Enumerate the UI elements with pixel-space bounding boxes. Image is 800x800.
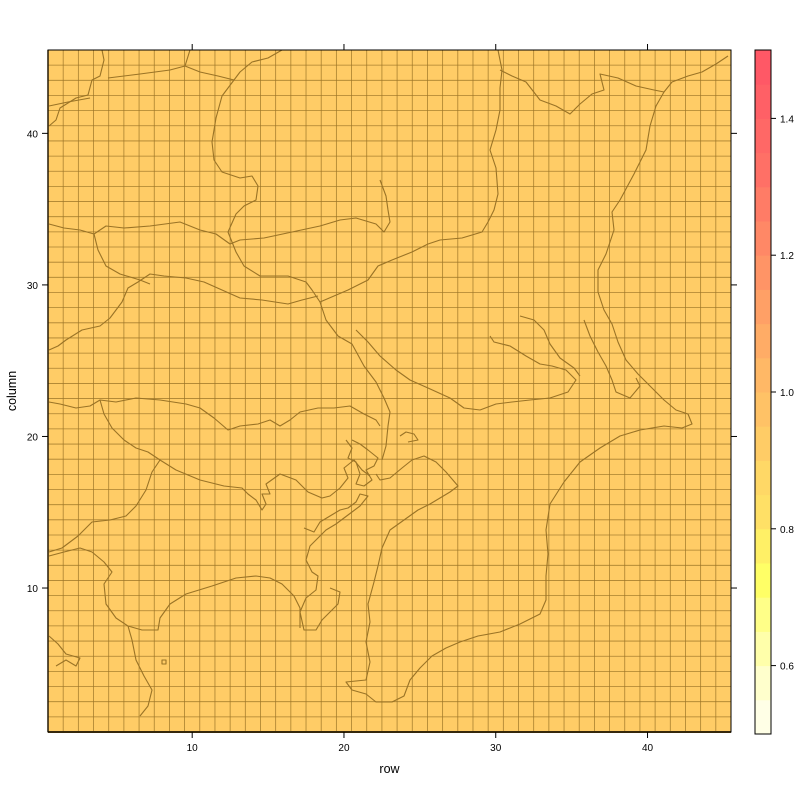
y-axis-label: column xyxy=(5,371,19,411)
colorbar-tick-label: 0.6 xyxy=(780,662,794,673)
colorbar-swatch xyxy=(755,665,771,701)
colorbar-swatch xyxy=(755,460,771,496)
boundary-line xyxy=(345,413,693,703)
plot-frame xyxy=(47,49,732,733)
boundary-line xyxy=(583,319,641,399)
boundary-line xyxy=(127,625,153,717)
y-tick-label: 30 xyxy=(27,281,39,292)
colorbar-tick-label: 1.2 xyxy=(780,251,794,262)
boundary-line xyxy=(48,273,319,351)
boundary-line xyxy=(99,399,371,511)
colorbar-swatch xyxy=(755,50,771,85)
x-axis: 10 20 30 40 xyxy=(187,44,654,754)
x-tick-label: 40 xyxy=(642,743,654,754)
boundary-line xyxy=(355,329,577,411)
boundary-line xyxy=(48,459,161,553)
heatmap-background xyxy=(48,50,731,732)
boundary-line xyxy=(299,493,369,631)
colorbar-swatch xyxy=(755,631,771,667)
boundary-line xyxy=(93,233,151,285)
y-axis: 10 20 30 40 xyxy=(27,129,737,595)
boundary-line xyxy=(319,301,391,461)
boundary-line xyxy=(345,439,379,487)
colorbar-swatch xyxy=(755,221,771,256)
colorbar-tick-label: 0.8 xyxy=(780,525,794,536)
boundary-line xyxy=(597,91,689,415)
x-tick-label: 10 xyxy=(187,743,199,754)
boundary-line xyxy=(48,49,105,127)
colorbar-swatch xyxy=(755,357,771,393)
x-tick-label: 20 xyxy=(338,743,350,754)
colorbar-swatch xyxy=(755,597,771,632)
colorbar-swatch xyxy=(755,494,771,530)
colorbar-swatch xyxy=(755,699,771,735)
boundary-line xyxy=(48,179,391,245)
colorbar-legend: 0.6 0.8 1.0 1.2 1.4 xyxy=(754,49,794,735)
boundary-line xyxy=(499,55,729,115)
boundary-line xyxy=(319,49,503,303)
y-tick-label: 40 xyxy=(27,129,39,140)
y-tick-label: 10 xyxy=(27,584,39,595)
boundary-line xyxy=(48,635,81,667)
colorbar-swatch xyxy=(755,84,771,119)
colorbar-swatch xyxy=(755,323,771,359)
map-boundaries xyxy=(48,49,729,717)
colorbar-swatch xyxy=(755,426,771,461)
boundary-line xyxy=(399,431,419,443)
colorbar-swatch xyxy=(755,186,771,222)
boundary-line xyxy=(519,315,581,377)
colorbar-tick-label: 1.0 xyxy=(780,388,794,399)
boundary-line xyxy=(48,97,91,107)
colorbar-swatch xyxy=(755,563,771,598)
x-axis-label: row xyxy=(379,762,400,776)
boundary-line xyxy=(211,79,321,303)
boundary-line xyxy=(48,397,381,431)
boundary-line xyxy=(184,49,283,81)
colorbar-swatch xyxy=(755,528,771,564)
y-tick-label: 20 xyxy=(27,432,39,443)
colorbar-swatch xyxy=(755,392,771,427)
colorbar-swatch xyxy=(755,152,771,188)
heatmap-plot xyxy=(47,49,732,733)
boundary-line xyxy=(161,659,167,665)
colorbar-swatch xyxy=(755,118,771,154)
colorbar-swatch xyxy=(755,255,771,290)
colorbar-tick-label: 1.4 xyxy=(780,114,794,125)
boundary-line xyxy=(107,49,191,79)
boundary-line xyxy=(48,547,301,631)
x-tick-label: 30 xyxy=(490,743,502,754)
colorbar-swatch xyxy=(755,289,771,325)
